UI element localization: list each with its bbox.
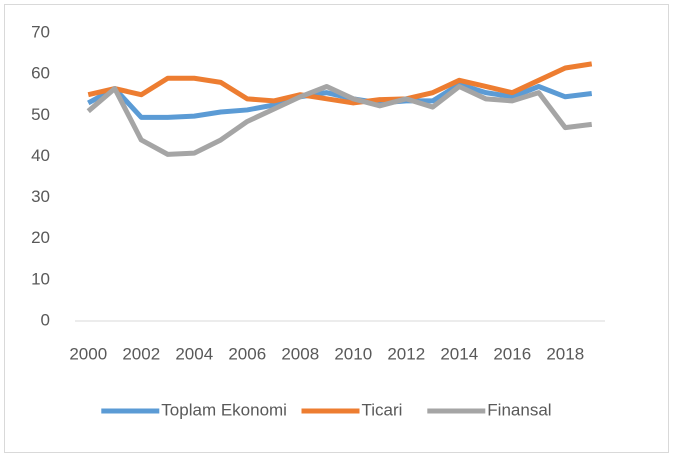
- data-line: [87, 81, 593, 120]
- y-tick-label: 10: [31, 269, 50, 288]
- y-tick-label: 0: [41, 310, 50, 329]
- x-tick-label: 2002: [122, 344, 160, 363]
- x-tick-label: 2012: [387, 344, 425, 363]
- y-tick-label: 60: [31, 64, 50, 83]
- chart-frame: [4, 4, 669, 453]
- x-tick-label: 2008: [281, 344, 319, 363]
- x-tick-label: 2004: [175, 344, 213, 363]
- y-tick-label: 50: [31, 105, 50, 124]
- x-tick-label: 2006: [228, 344, 266, 363]
- y-tick-label: 20: [31, 228, 50, 247]
- x-tick-label: 2010: [334, 344, 372, 363]
- x-tick-label: 2014: [440, 344, 478, 363]
- legend-label: Toplam Ekonomi: [161, 400, 287, 419]
- x-tick-label: 2016: [493, 344, 531, 363]
- y-tick-label: 30: [31, 187, 50, 206]
- x-tick-label: 2000: [69, 344, 107, 363]
- y-tick-label: 40: [31, 146, 50, 165]
- legend-label: Ticari: [362, 400, 403, 419]
- legend-label: Finansal: [487, 400, 551, 419]
- data-line: [87, 61, 593, 106]
- x-tick-label: 2018: [546, 344, 584, 363]
- data-line: [86, 83, 593, 157]
- y-tick-label: 70: [31, 22, 50, 41]
